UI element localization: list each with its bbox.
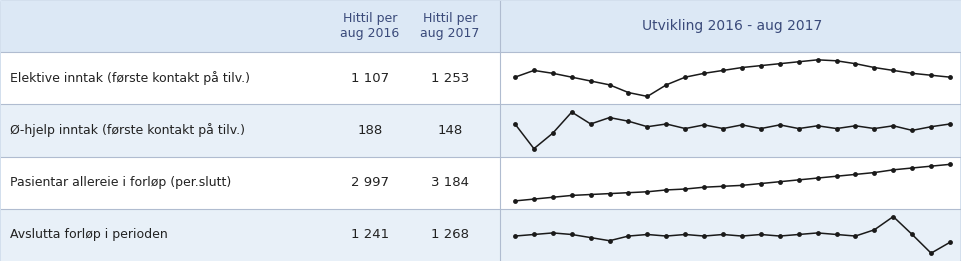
Text: Pasientar allereie i forløp (per.slutt): Pasientar allereie i forløp (per.slutt) xyxy=(10,176,232,189)
Text: 2 997: 2 997 xyxy=(351,176,389,189)
Text: 188: 188 xyxy=(357,124,382,137)
FancyBboxPatch shape xyxy=(1,209,960,261)
Text: 1 241: 1 241 xyxy=(351,228,389,241)
Text: 1 268: 1 268 xyxy=(431,228,469,241)
Text: 148: 148 xyxy=(437,124,462,137)
Text: 3 184: 3 184 xyxy=(431,176,469,189)
Text: Utvikling 2016 - aug 2017: Utvikling 2016 - aug 2017 xyxy=(642,19,823,33)
Text: Elektive inntak (første kontakt på tilv.): Elektive inntak (første kontakt på tilv.… xyxy=(10,71,250,85)
Text: 1 107: 1 107 xyxy=(351,72,389,85)
FancyBboxPatch shape xyxy=(1,52,960,104)
Text: Ø-hjelp inntak (første kontakt på tilv.): Ø-hjelp inntak (første kontakt på tilv.) xyxy=(10,123,245,137)
FancyBboxPatch shape xyxy=(1,157,960,209)
FancyBboxPatch shape xyxy=(1,1,960,52)
Text: 1 253: 1 253 xyxy=(431,72,469,85)
Text: Hittil per
aug 2016: Hittil per aug 2016 xyxy=(340,12,400,40)
Text: Hittil per
aug 2017: Hittil per aug 2017 xyxy=(420,12,480,40)
Text: Avslutta forløp i perioden: Avslutta forløp i perioden xyxy=(10,228,168,241)
FancyBboxPatch shape xyxy=(1,104,960,157)
